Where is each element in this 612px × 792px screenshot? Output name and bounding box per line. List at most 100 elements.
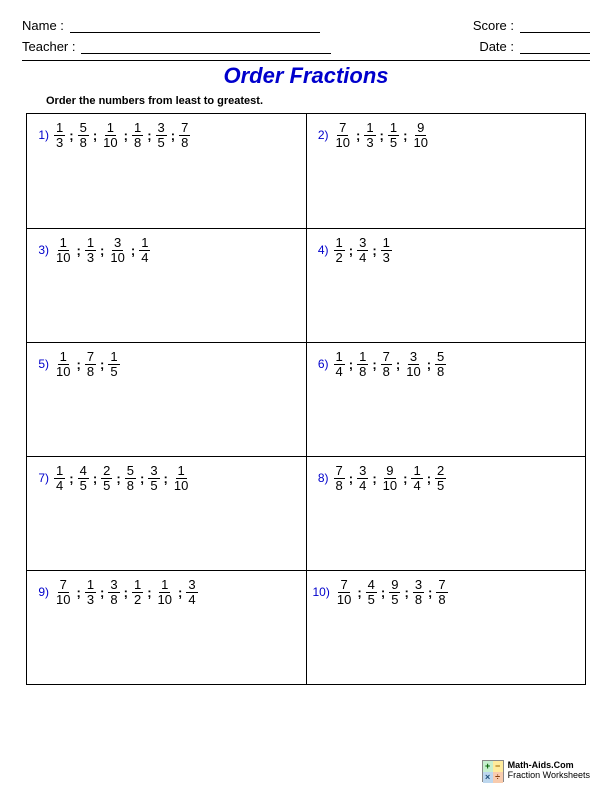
denominator: 2 [132, 593, 143, 607]
separator: ; [357, 585, 361, 600]
score-label: Score : [473, 18, 514, 33]
separator: ; [76, 357, 80, 372]
problem-number: 6) [313, 357, 329, 371]
numerator: 3 [108, 578, 119, 593]
fraction: 78 [179, 121, 190, 149]
separator: ; [124, 128, 128, 143]
separator: ; [147, 128, 151, 143]
numerator: 7 [337, 121, 348, 136]
fraction: 78 [436, 578, 447, 606]
separator: ; [427, 357, 431, 372]
numerator: 4 [78, 464, 89, 479]
fraction: 35 [156, 121, 167, 149]
denominator: 5 [156, 136, 167, 150]
footer-logo-icon: +−×÷ [482, 760, 504, 782]
separator: ; [404, 585, 408, 600]
denominator: 8 [108, 593, 119, 607]
name-line [70, 19, 320, 33]
fraction-list: 13;58;110;18;35;78 [53, 121, 191, 149]
problem-number: 5) [33, 357, 49, 371]
footer-line2: Fraction Worksheets [508, 771, 590, 781]
numerator: 1 [381, 236, 392, 251]
numerator: 7 [334, 464, 345, 479]
separator: ; [396, 357, 400, 372]
separator: ; [403, 471, 407, 486]
problem-cell: 7)14;45;25;58;35;110 [27, 457, 306, 570]
date-field: Date : [479, 39, 590, 54]
denominator: 3 [381, 251, 392, 265]
fraction: 710 [54, 578, 72, 606]
separator: ; [140, 471, 144, 486]
separator: ; [69, 128, 73, 143]
fraction: 110 [101, 121, 119, 149]
separator: ; [100, 243, 104, 258]
numerator: 9 [384, 464, 395, 479]
denominator: 8 [334, 479, 345, 493]
denominator: 4 [186, 593, 197, 607]
fraction: 710 [335, 578, 353, 606]
separator: ; [116, 471, 120, 486]
denominator: 5 [108, 365, 119, 379]
separator: ; [428, 585, 432, 600]
footer-text: Math-Aids.Com Fraction Worksheets [508, 761, 590, 781]
denominator: 10 [334, 136, 352, 150]
numerator: 1 [105, 121, 116, 136]
denominator: 8 [435, 365, 446, 379]
fraction: 34 [357, 464, 368, 492]
problem-number: 10) [313, 585, 330, 599]
denominator: 3 [364, 136, 375, 150]
numerator: 1 [334, 236, 345, 251]
worksheet-page: Name : Score : Teacher : Date : Order Fr… [0, 0, 612, 695]
problem-number: 1) [33, 128, 49, 142]
numerator: 1 [54, 464, 65, 479]
fraction: 78 [334, 464, 345, 492]
denominator: 8 [381, 365, 392, 379]
denominator: 8 [132, 136, 143, 150]
separator: ; [349, 357, 353, 372]
separator: ; [131, 243, 135, 258]
numerator: 7 [338, 578, 349, 593]
numerator: 1 [58, 350, 69, 365]
separator: ; [356, 128, 360, 143]
fraction: 310 [108, 236, 126, 264]
denominator: 3 [85, 251, 96, 265]
fraction: 35 [148, 464, 159, 492]
fraction: 710 [334, 121, 352, 149]
numerator: 2 [101, 464, 112, 479]
problem-cell: 9)710;13;38;12;110;34 [27, 571, 306, 684]
problem-cell: 3)110;13;310;14 [27, 229, 306, 342]
denominator: 10 [411, 136, 429, 150]
numerator: 1 [54, 121, 65, 136]
denominator: 4 [334, 365, 345, 379]
separator: ; [349, 471, 353, 486]
fraction: 15 [388, 121, 399, 149]
fraction: 13 [54, 121, 65, 149]
problem-cell: 1)13;58;110;18;35;78 [27, 114, 306, 228]
denominator: 5 [366, 593, 377, 607]
separator: ; [372, 357, 376, 372]
fraction: 14 [54, 464, 65, 492]
denominator: 8 [125, 479, 136, 493]
separator: ; [372, 243, 376, 258]
numerator: 3 [413, 578, 424, 593]
instructions: Order the numbers from least to greatest… [46, 95, 590, 107]
numerator: 9 [389, 578, 400, 593]
fraction: 15 [108, 350, 119, 378]
problem-cell: 8)78;34;910;14;25 [306, 457, 586, 570]
numerator: 7 [381, 350, 392, 365]
denominator: 5 [435, 479, 446, 493]
fraction: 110 [54, 236, 72, 264]
fraction: 13 [381, 236, 392, 264]
footer: +−×÷ Math-Aids.Com Fraction Worksheets [482, 760, 590, 782]
numerator: 5 [125, 464, 136, 479]
numerator: 9 [415, 121, 426, 136]
separator: ; [178, 585, 182, 600]
problem-cell: 6)14;18;78;310;58 [306, 343, 586, 456]
denominator: 8 [78, 136, 89, 150]
fraction: 12 [334, 236, 345, 264]
denominator: 4 [411, 479, 422, 493]
fraction: 78 [381, 350, 392, 378]
numerator: 1 [411, 464, 422, 479]
separator: ; [93, 128, 97, 143]
denominator: 10 [172, 479, 190, 493]
